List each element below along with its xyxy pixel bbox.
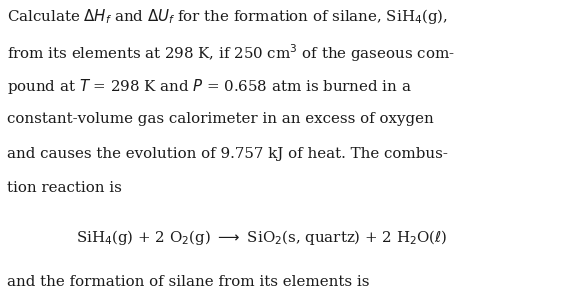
Text: tion reaction is: tion reaction is xyxy=(7,181,122,195)
Text: and causes the evolution of 9.757 kJ of heat. The combus-: and causes the evolution of 9.757 kJ of … xyxy=(7,147,448,160)
Text: Calculate $\Delta H_f$ and $\Delta U_f$ for the formation of silane, SiH$_4$(g),: Calculate $\Delta H_f$ and $\Delta U_f$ … xyxy=(7,7,448,26)
Text: SiH$_4$(g) + 2 O$_2$(g) $\longrightarrow$ SiO$_2$(s, quartz) + 2 H$_2$O($\ell$): SiH$_4$(g) + 2 O$_2$(g) $\longrightarrow… xyxy=(76,228,447,247)
Text: from its elements at 298 K, if 250 cm$^3$ of the gaseous com-: from its elements at 298 K, if 250 cm$^3… xyxy=(7,42,454,64)
Text: and the formation of silane from its elements is: and the formation of silane from its ele… xyxy=(7,275,370,289)
Text: constant-volume gas calorimeter in an excess of oxygen: constant-volume gas calorimeter in an ex… xyxy=(7,112,434,126)
Text: pound at $T$ = 298 K and $P$ = 0.658 atm is burned in a: pound at $T$ = 298 K and $P$ = 0.658 atm… xyxy=(7,77,411,96)
